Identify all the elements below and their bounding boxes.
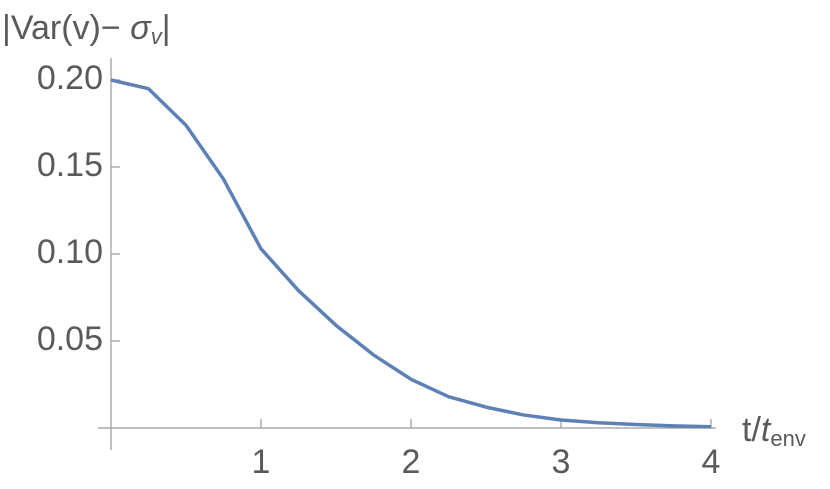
y-tick-label: 0.15 — [37, 146, 103, 184]
y-tick-label: 0.05 — [37, 320, 103, 358]
x-tick-label: 4 — [702, 443, 721, 481]
x-axis-label: t/tenv — [742, 411, 806, 451]
y-tick-label: 0.10 — [37, 233, 103, 271]
y-axis-label: |Var(v)− σv| — [2, 9, 171, 49]
y-tick-label: 0.20 — [37, 59, 103, 97]
x-tick-label: 3 — [552, 443, 571, 481]
x-tick-label: 2 — [402, 443, 421, 481]
line — [110, 78, 712, 429]
x-tick-label: 1 — [252, 443, 271, 481]
